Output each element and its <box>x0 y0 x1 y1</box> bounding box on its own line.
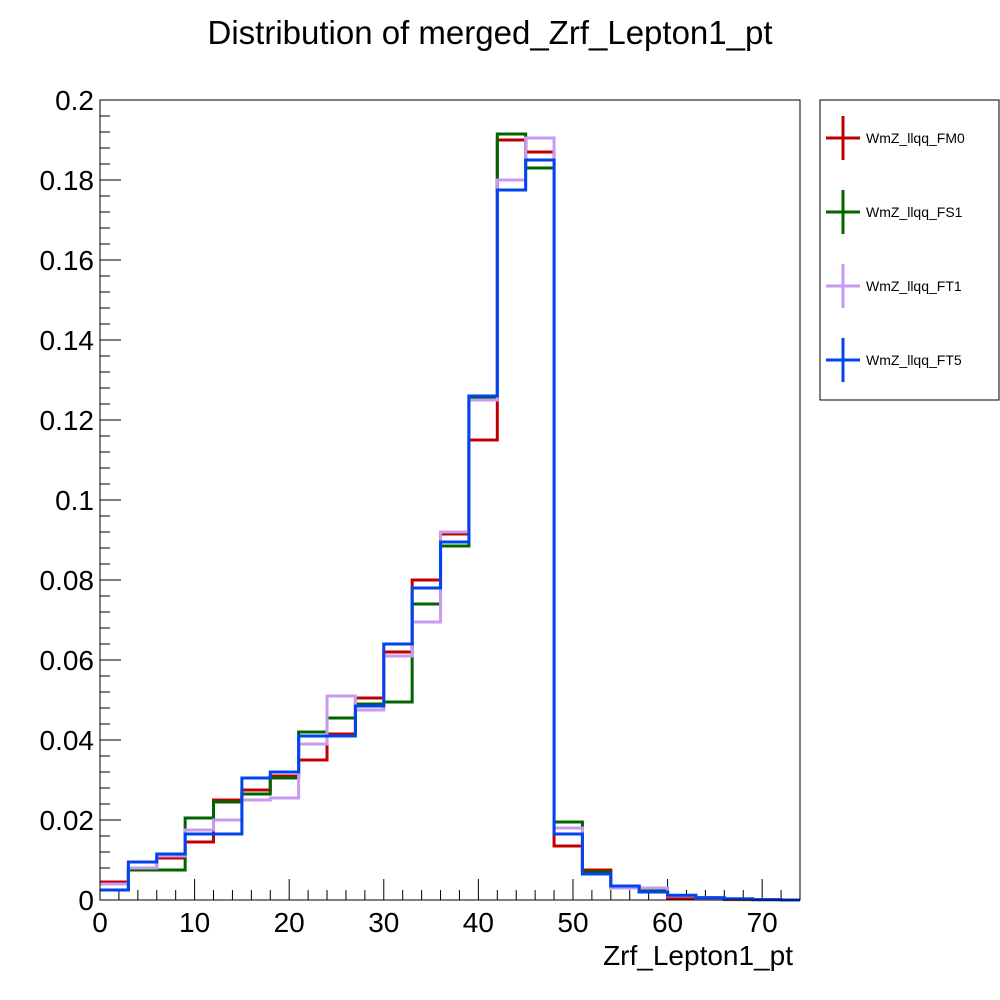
y-tick-label: 0.2 <box>55 85 94 116</box>
x-tick-label: 10 <box>179 907 210 938</box>
legend-box <box>819 99 1000 401</box>
y-tick-label: 0.14 <box>40 325 95 356</box>
x-tick-label: 60 <box>652 907 683 938</box>
y-tick-label: 0.12 <box>40 405 95 436</box>
y-tick-label: 0.08 <box>40 565 95 596</box>
x-tick-label: 20 <box>274 907 305 938</box>
legend-entry: WmZ_llqq_FM0 <box>826 116 965 160</box>
chart-title: Distribution of merged_Zrf_Lepton1_pt <box>208 14 773 51</box>
y-tick-label: 0.04 <box>40 725 95 756</box>
y-tick-label: 0.06 <box>40 645 95 676</box>
x-tick-label: 50 <box>557 907 588 938</box>
legend: WmZ_llqq_FM0 WmZ_llqq_FS1 WmZ_llqq_FT1 WmZ_… <box>819 99 1000 401</box>
legend-entry: WmZ_llqq_FT5 <box>826 338 962 382</box>
x-axis-label: Zrf_Lepton1_pt <box>603 940 793 971</box>
axes-group: 0 0.02 0.04 0.06 0.08 0.1 0.12 0.14 0.16 0.18 0.2 0… <box>40 85 782 938</box>
series-line-wmz-llqq-ft5 <box>100 158 800 902</box>
legend-entry: WmZ_llqq_FS1 <box>826 190 963 234</box>
x-tick-label: 0 <box>92 907 108 938</box>
x-tick-label: 70 <box>747 907 778 938</box>
legend-entry: WmZ_llqq_FT1 <box>826 264 962 308</box>
y-tick-label: 0.16 <box>40 245 95 276</box>
series-group <box>100 132 800 902</box>
y-tick-label: 0.1 <box>55 485 94 516</box>
y-tick-label: 0.18 <box>40 165 95 196</box>
y-tick-label: 0.02 <box>40 805 95 836</box>
legend-label: WmZ_llqq_FS1 <box>866 204 963 220</box>
y-tick-label: 0 <box>78 885 94 916</box>
legend-label: WmZ_llqq_FT1 <box>866 278 962 294</box>
legend-label: WmZ_llqq_FT5 <box>866 352 962 368</box>
x-tick-label: 30 <box>368 907 399 938</box>
plot-frame <box>99 99 801 901</box>
legend-label: WmZ_llqq_FM0 <box>866 130 965 146</box>
legend-entries: WmZ_llqq_FM0 WmZ_llqq_FS1 WmZ_llqq_FT1 WmZ_… <box>826 116 965 382</box>
x-tick-label: 40 <box>463 907 494 938</box>
